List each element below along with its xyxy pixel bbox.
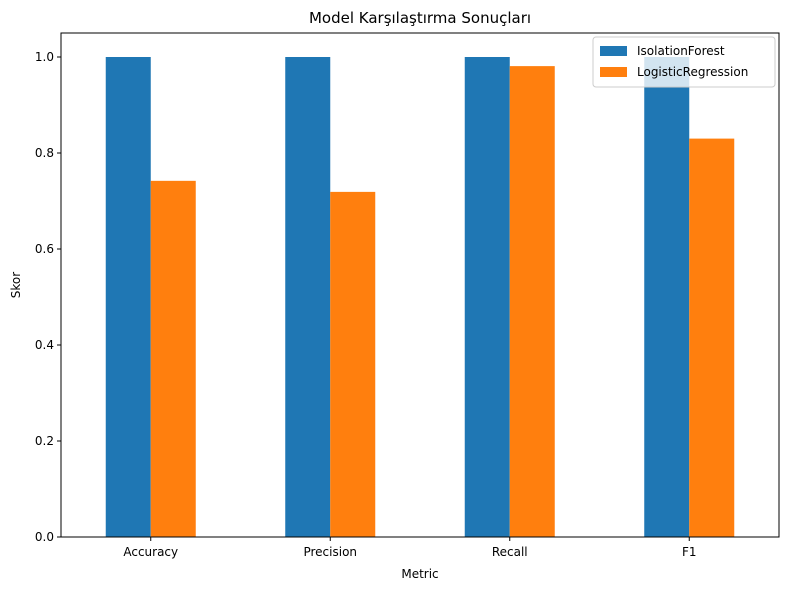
y-tick-label: 0.2 <box>35 434 54 448</box>
x-tick-label: Recall <box>492 545 528 559</box>
y-tick-label: 0.0 <box>35 530 54 544</box>
y-axis: 0.0 0.2 0.4 0.6 0.8 1.0 <box>35 50 61 544</box>
plot-frame <box>60 32 780 538</box>
x-tick-label: Precision <box>303 545 357 559</box>
x-axis-label: Metric <box>401 567 438 581</box>
legend-swatch-isolationforest <box>600 46 627 56</box>
legend: IsolationForest LogisticRegression <box>592 36 776 88</box>
y-tick-label: 1.0 <box>35 50 54 64</box>
bar-isolationforest-precision <box>285 57 331 537</box>
bar-isolationforest-f1 <box>644 57 690 537</box>
x-tick-label: F1 <box>682 545 697 559</box>
x-tick-label: Accuracy <box>123 545 178 559</box>
bar-logisticregression-accuracy <box>150 180 196 537</box>
y-tick-label: 0.6 <box>35 242 54 256</box>
bar-logisticregression-f1 <box>689 138 735 537</box>
chart-title: Model Karşılaştırma Sonuçları <box>309 9 531 27</box>
bar-isolationforest-recall <box>464 57 510 537</box>
bar-isolationforest-accuracy <box>105 57 151 537</box>
x-axis: Accuracy Precision Recall F1 <box>123 537 697 559</box>
y-axis-label: Skor <box>9 272 23 298</box>
bar-logisticregression-recall <box>509 66 555 538</box>
y-tick-label: 0.4 <box>35 338 54 352</box>
legend-label-logisticregression: LogisticRegression <box>637 65 748 79</box>
bar-logisticregression-precision <box>330 191 376 537</box>
legend-label-isolationforest: IsolationForest <box>637 44 725 58</box>
y-tick-label: 0.8 <box>35 146 54 160</box>
legend-box <box>592 36 776 88</box>
legend-swatch-logisticregression <box>600 67 627 77</box>
bars-group <box>105 57 735 538</box>
